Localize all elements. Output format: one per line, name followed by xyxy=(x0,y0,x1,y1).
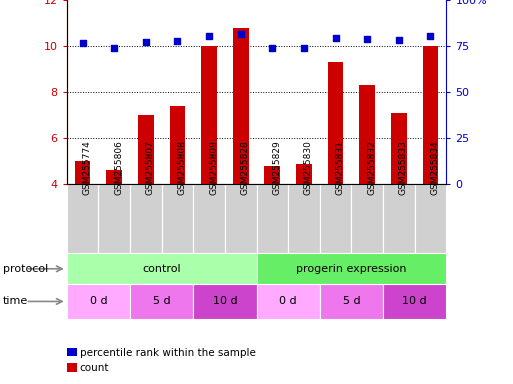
Text: GSM255831: GSM255831 xyxy=(336,140,345,195)
Text: GSM255809: GSM255809 xyxy=(209,140,218,195)
Text: GSM255828: GSM255828 xyxy=(241,140,250,195)
Text: 0 d: 0 d xyxy=(89,296,107,306)
Bar xyxy=(98,184,130,253)
Point xyxy=(426,33,435,39)
Point xyxy=(110,45,118,51)
Text: 5 d: 5 d xyxy=(343,296,360,306)
Bar xyxy=(256,284,320,319)
Text: count: count xyxy=(80,363,109,373)
Text: protocol: protocol xyxy=(3,264,48,274)
Bar xyxy=(320,284,383,319)
Text: percentile rank within the sample: percentile rank within the sample xyxy=(80,348,255,358)
Bar xyxy=(74,161,90,184)
Bar xyxy=(169,106,185,184)
Bar xyxy=(256,253,446,284)
Text: GSM255829: GSM255829 xyxy=(272,140,281,195)
Text: GSM255774: GSM255774 xyxy=(83,140,91,195)
Text: GSM255806: GSM255806 xyxy=(114,140,123,195)
Bar xyxy=(296,164,312,184)
Text: GSM255833: GSM255833 xyxy=(399,140,408,195)
Bar xyxy=(233,28,249,184)
Bar xyxy=(264,166,280,184)
Bar xyxy=(383,184,415,253)
Text: 10 d: 10 d xyxy=(212,296,237,306)
Text: GSM255830: GSM255830 xyxy=(304,140,313,195)
Point xyxy=(205,33,213,39)
Bar xyxy=(288,184,320,253)
Point xyxy=(394,36,403,43)
Bar xyxy=(67,253,256,284)
Bar xyxy=(415,184,446,253)
Bar xyxy=(67,284,130,319)
Text: GSM255832: GSM255832 xyxy=(367,140,376,195)
Text: 0 d: 0 d xyxy=(279,296,297,306)
Text: control: control xyxy=(142,264,181,274)
Bar xyxy=(138,115,154,184)
Point xyxy=(173,38,182,45)
Point xyxy=(331,35,340,41)
Bar xyxy=(193,184,225,253)
Text: 5 d: 5 d xyxy=(153,296,170,306)
Text: GSM255807: GSM255807 xyxy=(146,140,155,195)
Text: GSM255834: GSM255834 xyxy=(430,140,440,195)
Text: 10 d: 10 d xyxy=(402,296,427,306)
Bar xyxy=(130,284,193,319)
Point xyxy=(363,36,371,42)
Text: time: time xyxy=(3,296,28,306)
Text: GSM255808: GSM255808 xyxy=(177,140,186,195)
Bar xyxy=(383,284,446,319)
Bar xyxy=(320,184,351,253)
Bar xyxy=(359,85,375,184)
Bar xyxy=(130,184,162,253)
Bar xyxy=(328,62,344,184)
Bar xyxy=(67,184,98,253)
Point xyxy=(268,45,277,51)
Bar xyxy=(423,46,439,184)
Bar xyxy=(201,46,217,184)
Bar xyxy=(106,170,122,184)
Bar xyxy=(391,113,407,184)
Point xyxy=(300,45,308,51)
Text: progerin expression: progerin expression xyxy=(296,264,407,274)
Bar xyxy=(162,184,193,253)
Point xyxy=(142,39,150,45)
Point xyxy=(78,40,87,46)
Bar xyxy=(225,184,256,253)
Bar xyxy=(351,184,383,253)
Bar xyxy=(193,284,256,319)
Bar xyxy=(256,184,288,253)
Point xyxy=(236,31,245,37)
